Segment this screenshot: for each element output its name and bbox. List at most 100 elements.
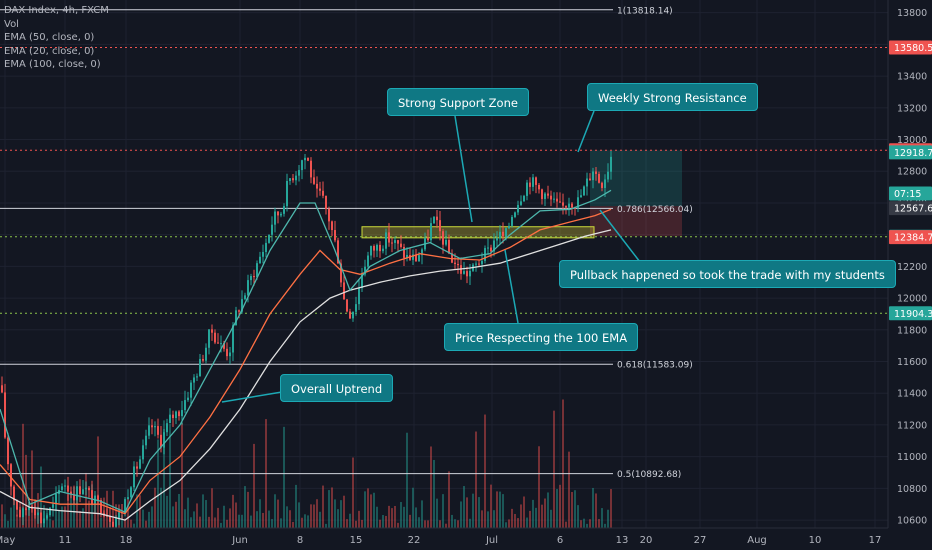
price-label-bg — [889, 230, 932, 245]
volume-bar — [571, 492, 573, 528]
candle-body — [448, 239, 450, 254]
candle-body — [571, 203, 573, 208]
time-axis-bg — [0, 528, 932, 550]
candle-body — [298, 170, 300, 176]
y-tick-label: 11000 — [897, 452, 927, 463]
y-tick-label: 10600 — [897, 516, 927, 527]
candle-body — [403, 246, 405, 258]
legend-ema50[interactable]: EMA (50, close, 0) — [4, 32, 95, 43]
candle-body — [88, 487, 90, 491]
y-tick-label: 12200 — [897, 262, 927, 273]
candle-body — [328, 208, 330, 222]
candle-body — [442, 231, 444, 245]
candle-body — [400, 243, 402, 247]
candle-body — [79, 486, 81, 495]
candle-body — [142, 445, 144, 460]
callout-support-zone: Strong Support Zone — [387, 88, 529, 116]
candle-body — [118, 512, 120, 519]
candle-body — [502, 231, 504, 237]
pointer-resistance — [577, 110, 595, 153]
candle-body — [226, 348, 228, 357]
candle-body — [259, 256, 261, 264]
volume-bar — [367, 488, 369, 528]
profit-zone — [590, 150, 682, 207]
candle-body — [124, 499, 126, 514]
volume-bar — [400, 502, 402, 528]
volume-bar — [190, 517, 192, 528]
volume-bar — [478, 497, 480, 528]
candle-body — [28, 506, 30, 511]
x-tick-label: 20 — [640, 535, 653, 546]
candle-body — [25, 508, 27, 511]
legend-vol[interactable]: Vol — [4, 18, 19, 30]
volume-bar — [418, 517, 420, 528]
volume-bar — [346, 519, 348, 528]
candle-body — [517, 204, 519, 213]
legend-ema100[interactable]: EMA (100, close, 0) — [4, 59, 101, 70]
volume-bar — [241, 514, 243, 528]
volume-bar — [568, 451, 570, 528]
candle-body — [598, 173, 600, 183]
candle-body — [412, 254, 414, 260]
y-tick-label: 12800 — [897, 167, 927, 178]
price-label-bg — [889, 40, 932, 55]
candle-body — [55, 493, 57, 505]
candle-body — [589, 178, 591, 181]
volume-bar — [490, 484, 492, 528]
volume-bar — [193, 511, 195, 528]
ema20-line — [0, 189, 612, 513]
volume-bar — [583, 518, 585, 528]
volume-bar — [154, 487, 156, 528]
candle-body — [370, 246, 372, 256]
volume-bar — [580, 520, 582, 528]
volume-bar — [262, 512, 264, 528]
volume-bar — [442, 494, 444, 528]
price-label: 12567.68 — [894, 204, 932, 215]
candle-body — [250, 276, 252, 281]
volume-bar — [427, 520, 429, 528]
x-tick-label: Jun — [231, 535, 248, 546]
candle-body — [34, 508, 36, 516]
volume-bar — [460, 501, 462, 528]
candle-body — [163, 432, 165, 448]
volume-bar — [574, 490, 576, 528]
price-label-bg — [889, 186, 932, 201]
volume-bar — [451, 514, 453, 528]
candle-body — [481, 260, 483, 265]
volume-bar — [517, 518, 519, 528]
volume-bar — [133, 523, 135, 528]
x-tick-label: 27 — [694, 535, 707, 546]
candle-body — [82, 489, 84, 495]
volume-bar — [289, 510, 291, 528]
x-tick-label: 17 — [869, 535, 882, 546]
volume-bar — [304, 514, 306, 528]
candle-body — [241, 299, 243, 312]
candle-body — [538, 184, 540, 190]
volume-bar — [259, 499, 261, 528]
volume-bar — [208, 516, 210, 528]
candle-body — [415, 254, 417, 262]
pointer-support — [454, 115, 473, 223]
volume-bar — [100, 517, 102, 528]
volume-bar — [511, 508, 513, 528]
volume-bar — [256, 511, 258, 528]
volume-bar — [559, 484, 561, 528]
candle-body — [145, 435, 147, 446]
candle-body — [52, 504, 54, 508]
horizontal-levels — [0, 46, 888, 314]
candle-body — [16, 500, 18, 510]
candle-body — [301, 160, 303, 171]
candle-body — [187, 397, 189, 401]
candle-body — [586, 178, 588, 187]
candle-body — [223, 343, 225, 349]
candle-body — [112, 521, 114, 527]
candle-body — [580, 195, 582, 198]
candle-body — [274, 211, 276, 225]
legend-ema20[interactable]: EMA (20, close, 0) — [4, 45, 95, 57]
legend-symbol[interactable]: DAX Index, 4h, FXCM — [4, 5, 109, 16]
volume-bar — [235, 502, 237, 528]
volume-bar — [73, 486, 75, 528]
candle-body — [505, 228, 507, 237]
candle-body — [115, 518, 117, 527]
volume-bar — [205, 500, 207, 528]
